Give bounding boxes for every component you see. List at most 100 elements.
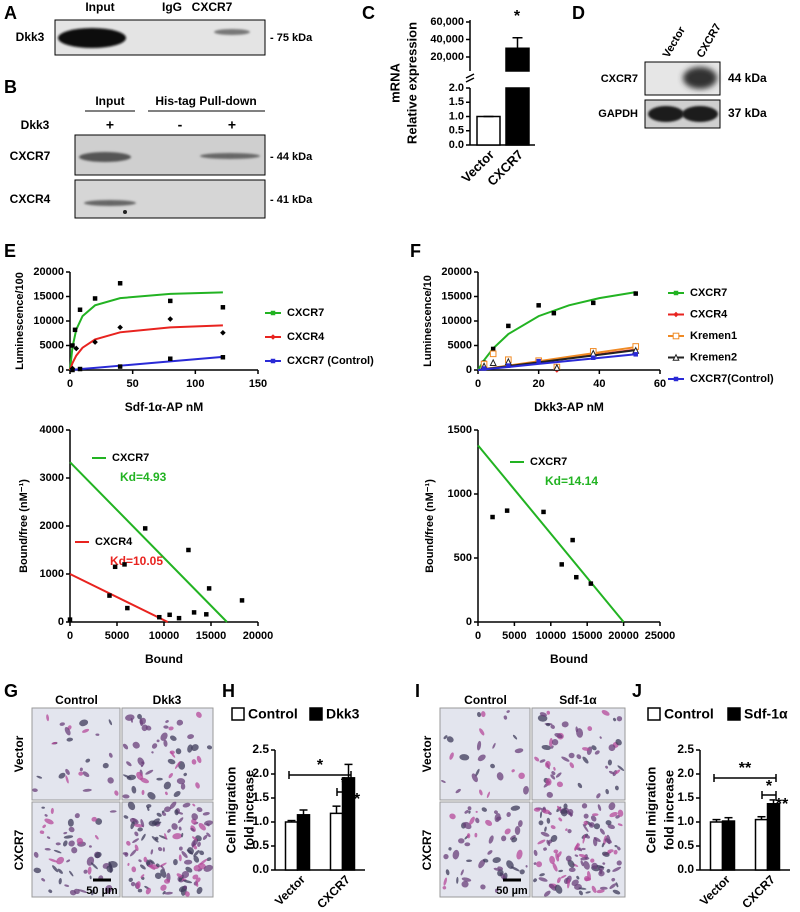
- point: [107, 593, 112, 598]
- cell: [129, 849, 137, 857]
- cell: [512, 734, 518, 740]
- cell: [516, 849, 523, 860]
- y-axis-label: Luminescence/100: [14, 272, 26, 370]
- cell: [476, 740, 482, 751]
- fit-line: [69, 355, 223, 371]
- cell: [469, 816, 475, 825]
- cell: [452, 849, 460, 860]
- cell: [475, 817, 480, 824]
- cell: [590, 858, 595, 863]
- cell: [514, 826, 521, 835]
- point: [551, 310, 557, 316]
- fit-line: [477, 444, 625, 623]
- cell: [53, 849, 62, 854]
- cell: [55, 842, 61, 846]
- y-tick-label: 0.5: [252, 838, 269, 852]
- cell: [504, 828, 511, 835]
- cell: [542, 809, 551, 814]
- cell: [617, 823, 623, 827]
- cell: [614, 845, 618, 848]
- cell: [565, 828, 568, 831]
- y-tick-label: 0: [466, 364, 472, 376]
- point: [168, 298, 173, 304]
- y-tick-label: 2000: [40, 520, 64, 532]
- cell: [192, 803, 196, 807]
- cell: [554, 733, 563, 739]
- cell: [195, 782, 200, 789]
- cell: [458, 838, 465, 844]
- cell: [552, 862, 558, 872]
- cell: [33, 851, 39, 858]
- cell: [534, 756, 540, 762]
- x-axis-label: Bound: [145, 652, 183, 666]
- cell: [593, 823, 601, 830]
- cell: [137, 713, 142, 720]
- point: [490, 514, 495, 520]
- cell: [583, 813, 589, 819]
- point: [122, 562, 127, 567]
- cell: [551, 771, 556, 776]
- point: [591, 300, 596, 306]
- cell: [156, 777, 163, 781]
- legend-label: Control: [664, 706, 714, 722]
- point: [536, 358, 541, 364]
- cell: [543, 847, 547, 851]
- cell: [546, 817, 551, 824]
- cell: [203, 864, 213, 872]
- cell: [475, 768, 480, 777]
- cell: [596, 889, 605, 894]
- cell: [157, 846, 163, 852]
- fit-line: [477, 291, 636, 371]
- cell: [160, 865, 166, 871]
- point: [220, 355, 226, 360]
- cell: [511, 769, 515, 773]
- cell: [149, 859, 155, 865]
- cell: [555, 772, 562, 778]
- cell: [545, 778, 552, 786]
- cell: [52, 865, 59, 873]
- legend-label: Kremen2: [690, 351, 737, 363]
- cell: [466, 859, 473, 863]
- cell: [479, 728, 485, 736]
- cell: [468, 810, 471, 814]
- size-label: 44 kDa: [728, 71, 767, 85]
- cell: [137, 757, 145, 766]
- point: [206, 586, 212, 591]
- cell: [48, 889, 53, 894]
- y-tick-label: 0.5: [449, 125, 464, 137]
- cell: [467, 806, 472, 811]
- cell: [506, 710, 510, 713]
- significance-label: *: [354, 791, 361, 808]
- cell: [501, 835, 507, 842]
- cell: [533, 862, 537, 865]
- cell: [506, 812, 511, 818]
- y-tick-label: 2.0: [252, 766, 269, 780]
- cell: [599, 736, 602, 739]
- cell: [587, 726, 593, 731]
- cell: [568, 867, 576, 873]
- annotation: *: [514, 8, 521, 25]
- cell: [556, 805, 562, 812]
- y-tick-label: 0: [58, 616, 64, 628]
- cell: [574, 843, 580, 851]
- cell: [187, 734, 195, 740]
- cell: [558, 869, 564, 873]
- micrograph: [439, 707, 531, 801]
- cell: [536, 861, 543, 868]
- point: [591, 355, 596, 360]
- cell: [39, 830, 45, 834]
- cell: [108, 752, 113, 758]
- cell: [181, 832, 184, 838]
- cell: [162, 890, 166, 895]
- cell: [178, 846, 183, 851]
- size-label: 37 kDa: [728, 106, 767, 120]
- cell: [568, 752, 575, 759]
- cell: [134, 844, 139, 852]
- x-axis-label: Bound: [550, 652, 588, 666]
- y-tick-label: 5000: [40, 339, 64, 351]
- cell: [549, 855, 556, 864]
- point: [481, 366, 487, 371]
- y-axis-label: mRNA: [387, 63, 402, 103]
- cell: [449, 813, 456, 820]
- cell: [537, 839, 546, 845]
